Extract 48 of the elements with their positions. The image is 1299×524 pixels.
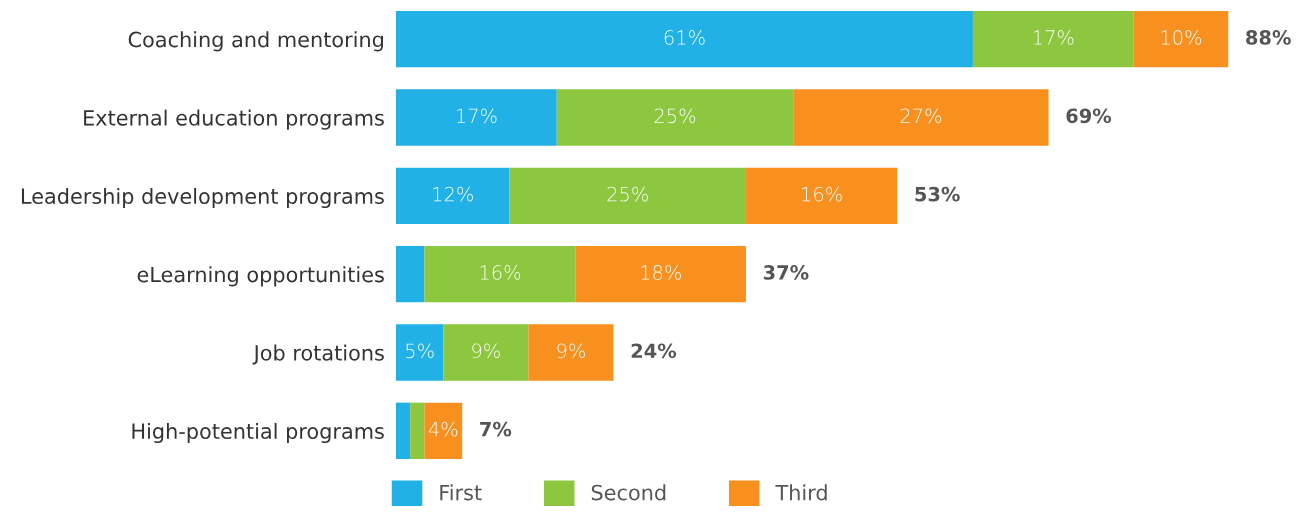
data-label: 9% [557, 343, 585, 359]
total-label: 37% [763, 265, 809, 280]
data-label: 18% [641, 265, 681, 280]
data-label: 17% [456, 108, 497, 124]
y-tick-label: Coaching and mentoring [128, 31, 383, 52]
data-label: 12% [433, 186, 473, 202]
data-label: 5% [406, 343, 434, 359]
data-label: 4% [428, 421, 458, 437]
bar [396, 89, 557, 146]
data-label: 17% [1033, 30, 1074, 45]
data-label: 16% [802, 186, 842, 202]
y-tick-label: Leadership development programs [21, 187, 384, 209]
y-tick-label: High-potential programs [132, 422, 384, 444]
data-label: 9% [472, 343, 500, 359]
bar [396, 402, 411, 460]
bar [793, 89, 1049, 146]
legend-label: First [440, 484, 482, 501]
bar [410, 402, 425, 460]
bar [424, 402, 463, 460]
data-label: 25% [654, 108, 696, 124]
bar [424, 245, 576, 303]
bar [396, 324, 444, 381]
bar [745, 167, 898, 225]
bar [396, 167, 510, 225]
total-label: 53% [915, 186, 960, 202]
y-tick-label: External education programs [84, 109, 384, 130]
bar [528, 324, 614, 381]
bar [443, 324, 529, 381]
total-label: 88% [1246, 30, 1291, 45]
data-label: 27% [900, 108, 942, 124]
bar [575, 245, 746, 303]
bar [509, 167, 746, 225]
total-label: 24% [631, 343, 677, 359]
bar [1133, 10, 1229, 68]
data-label: 61% [664, 30, 705, 45]
bar [556, 89, 794, 146]
y-tick-label: Job rotations [252, 344, 384, 365]
bar [396, 245, 425, 303]
legend-label: Second [591, 484, 666, 501]
y-tick-label: eLearning opportunities [137, 266, 384, 287]
bar [396, 10, 973, 68]
bar [972, 10, 1134, 68]
total-label: 69% [1066, 108, 1112, 124]
data-label: 16% [480, 265, 521, 280]
total-label: 7% [480, 421, 512, 437]
legend-label: Third [775, 484, 827, 501]
data-label: 10% [1161, 30, 1202, 45]
data-label: 25% [607, 186, 648, 202]
